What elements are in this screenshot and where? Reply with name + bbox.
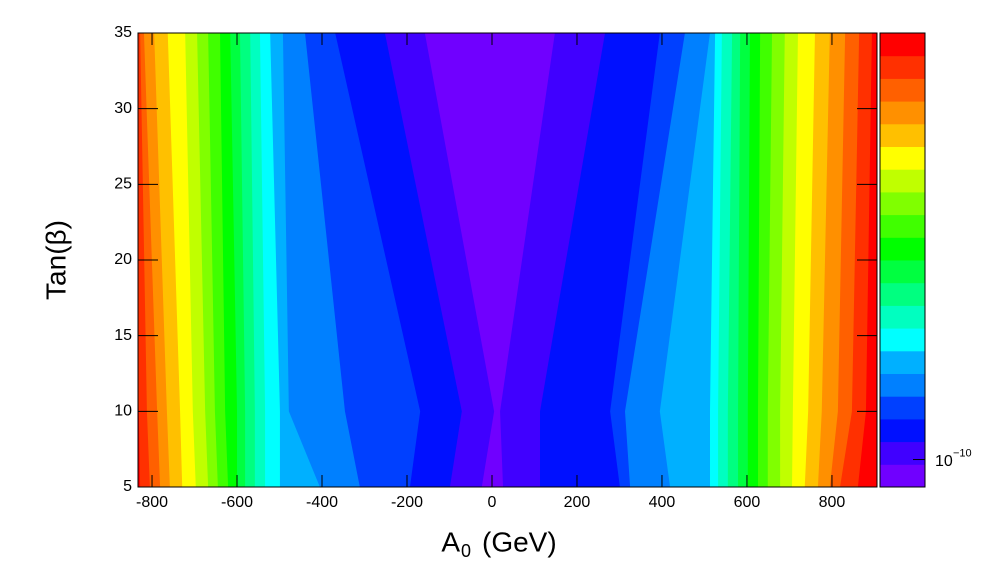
y-tick-label: 20: [114, 251, 132, 268]
color-bar-level: [880, 305, 925, 329]
color-bar-level: [880, 146, 925, 170]
color-bar-level: [880, 464, 925, 488]
color-bar-level: [880, 55, 925, 79]
color-bar-level: [880, 282, 925, 306]
x-tick-label: 0: [488, 494, 497, 511]
color-bar-label-exponent: −10: [953, 447, 972, 459]
plot-area: [138, 33, 877, 487]
color-bar-level: [880, 214, 925, 238]
color-bar-level: [880, 191, 925, 216]
x-tick-label: 800: [819, 494, 846, 511]
x-tick-label: -400: [306, 494, 338, 511]
x-axis-unit: (GeV): [482, 526, 557, 557]
color-bar-level: [880, 78, 925, 102]
color-bar-level: [880, 328, 925, 352]
x-tick-label: -200: [391, 494, 423, 511]
y-tick-label: 10: [114, 403, 132, 420]
color-bar-level: [880, 101, 925, 125]
color-bar-level: [880, 169, 925, 193]
x-axis-title: A: [441, 526, 460, 557]
color-bar-frame: [879, 32, 926, 488]
color-bar-level: [880, 350, 925, 374]
color-bar-level: [880, 33, 925, 57]
x-axis-title-subscript: 0: [461, 541, 471, 561]
y-axis-title: Tan(β): [40, 220, 71, 300]
color-bar-level: [880, 260, 925, 284]
color-bar-level: [880, 396, 925, 420]
contour-band: [424, 33, 555, 487]
color-bar-level: [880, 123, 925, 147]
color-bar-level: [880, 237, 925, 261]
color-bar-level: [880, 441, 925, 465]
y-tick-label: 35: [114, 24, 132, 41]
y-tick-label: 5: [123, 478, 132, 495]
y-tick-label: 15: [114, 327, 132, 344]
y-tick-label: 25: [114, 176, 132, 193]
y-tick-label: 30: [114, 100, 132, 117]
x-tick-label: -800: [136, 494, 168, 511]
color-bar-level: [880, 373, 925, 397]
x-tick-label: -600: [221, 494, 253, 511]
color-bar-level: [880, 418, 925, 443]
color-bar-label: 10: [935, 453, 953, 470]
x-tick-label: 200: [564, 494, 591, 511]
x-tick-label: 400: [649, 494, 676, 511]
x-tick-label: 600: [734, 494, 761, 511]
